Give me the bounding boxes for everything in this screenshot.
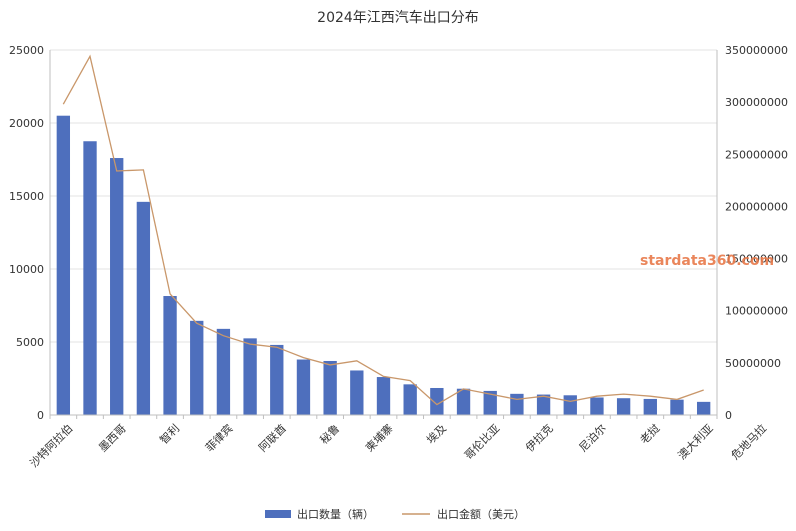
bar: [616, 398, 631, 415]
x-tick-label: 澳大利亚: [675, 421, 716, 462]
bar: [456, 388, 471, 415]
x-tick-label: 秘鲁: [317, 421, 342, 446]
watermark-text: stardata360.com: [640, 253, 774, 269]
y-left-tick-label: 5000: [16, 336, 44, 349]
bar: [216, 328, 231, 415]
x-tick-label: 哥伦比亚: [461, 421, 502, 462]
bar: [536, 394, 551, 415]
bar: [430, 387, 444, 415]
y-right-tick-label: 350000000: [725, 44, 788, 57]
x-tick-label: 沙特阿拉伯: [27, 421, 76, 470]
x-tick-label: 伊拉克: [522, 421, 555, 454]
bar: [163, 296, 177, 415]
bar: [590, 397, 604, 415]
bar: [696, 401, 711, 415]
legend-bar-swatch: [265, 510, 291, 518]
x-tick-label: 危地马拉: [728, 421, 769, 462]
legend: 出口数量（辆） 出口金额（美元）: [265, 507, 525, 521]
y-right-tick-label: 50000000: [725, 357, 781, 370]
y-right-tick-label: 300000000: [725, 96, 788, 109]
bar: [296, 359, 311, 415]
legend-bar-label: 出口数量（辆）: [297, 507, 374, 521]
bar: [670, 399, 684, 415]
bar: [136, 201, 151, 415]
bar: [350, 370, 364, 415]
x-tick-label: 老挝: [637, 421, 662, 446]
bar: [483, 390, 497, 415]
x-tick-label: 尼泊尔: [577, 422, 610, 455]
x-tick-label: 菲律宾: [202, 421, 235, 454]
bar: [563, 395, 577, 415]
bar: [643, 398, 657, 415]
bar: [376, 377, 391, 415]
bar: [323, 360, 337, 415]
y-right-tick-label: 150000000: [725, 253, 788, 266]
x-tick-label: 墨西哥: [96, 422, 129, 455]
bar: [243, 338, 257, 415]
x-tick-label: 柬埔寨: [362, 421, 395, 454]
bar: [510, 393, 524, 415]
x-tick-label: 埃及: [424, 421, 449, 446]
bar: [56, 115, 71, 415]
y-left-tick-label: 0: [37, 409, 44, 422]
bar: [270, 344, 284, 415]
bar: [110, 158, 124, 416]
y-right-tick-label: 0: [725, 409, 732, 422]
y-left-tick-label: 20000: [9, 117, 44, 130]
bar-series: [56, 115, 711, 416]
x-tick-label: 智利: [157, 421, 182, 446]
bar: [83, 141, 97, 415]
amount-line: [62, 54, 704, 406]
y-right-tick-label: 100000000: [725, 305, 788, 318]
y-left-tick-label: 10000: [9, 263, 44, 276]
x-tick-label: 阿联酋: [256, 421, 289, 454]
y-right-tick-label: 250000000: [725, 148, 788, 161]
y-left-tick-label: 25000: [9, 44, 44, 57]
line-series: [62, 54, 704, 406]
y-left-tick-label: 15000: [9, 190, 44, 203]
bar: [190, 320, 204, 415]
bar: [403, 384, 417, 415]
chart-title: 2024年江西汽车出口分布: [317, 9, 479, 26]
legend-line-label: 出口金额（美元）: [437, 507, 525, 521]
y-right-tick-label: 200000000: [725, 200, 788, 213]
